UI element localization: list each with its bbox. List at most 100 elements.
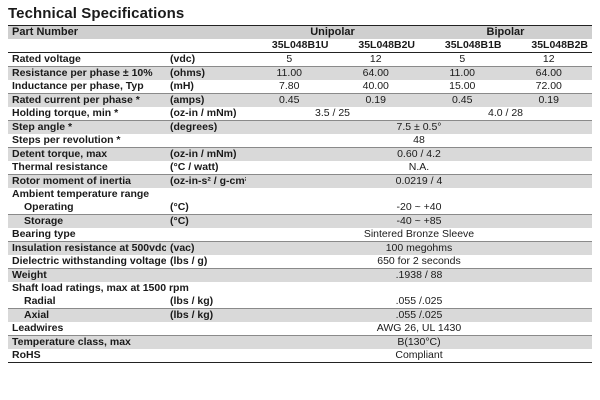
row-label: Ambient temperature range	[12, 188, 150, 200]
cell-value-unipolar: 3.5 / 25	[246, 107, 419, 121]
cell-value: -40 ~ +85	[246, 214, 592, 228]
row-ambient-temp: Ambient temperature range	[8, 188, 592, 201]
model-header: 35L048B2U	[332, 39, 419, 53]
page-title: Technical Specifications	[8, 5, 185, 22]
cell-value: .055 /.025	[246, 308, 592, 322]
cell-value: 0.45	[419, 93, 506, 107]
row-label: Dielectric withstanding voltage	[8, 255, 166, 269]
cell-value: 12	[332, 52, 419, 67]
row-rated-current: Rated current per phase * (amps) 0.45 0.…	[8, 93, 592, 107]
cell-value: 64.00	[505, 66, 592, 80]
part-number-header: Part Number	[8, 25, 166, 39]
row-insulation: Insulation resistance at 500vdc (vac) 10…	[8, 241, 592, 255]
row-label: Resistance per phase ± 10%	[8, 66, 166, 80]
model-header: 35L048B1B	[419, 39, 506, 53]
cell-value: 650 for 2 seconds	[246, 255, 592, 269]
row-leadwires: Leadwires AWG 26, UL 1430	[8, 322, 592, 336]
row-label: Temperature class, max	[8, 335, 166, 349]
row-rated-voltage: Rated voltage (vdc) 5 12 5 12	[8, 52, 592, 67]
row-temp-class: Temperature class, max B(130°C)	[8, 335, 592, 349]
cell-value: 7.80	[246, 80, 333, 94]
row-label: Steps per revolution *	[8, 134, 166, 148]
row-holding-torque: Holding torque, min * (oz-in / mNm) 3.5 …	[8, 107, 592, 121]
cell-value: N.A.	[246, 161, 592, 175]
row-unit: (vdc)	[166, 52, 246, 67]
cell-value: 72.00	[505, 80, 592, 94]
row-steps-per-rev: Steps per revolution * 48	[8, 134, 592, 148]
cell-value: AWG 26, UL 1430	[246, 322, 592, 336]
cell-value: 7.5 ± 0.5°	[246, 120, 592, 134]
row-unit	[166, 228, 246, 242]
row-label: Leadwires	[8, 322, 166, 336]
cell-value: 0.19	[505, 93, 592, 107]
row-label: Insulation resistance at 500vdc	[8, 241, 166, 255]
cell-value: 0.19	[332, 93, 419, 107]
row-unit	[166, 335, 246, 349]
row-label: Weight	[8, 268, 166, 282]
row-dielectric: Dielectric withstanding voltage (lbs / g…	[8, 255, 592, 269]
cell-value: 0.60 / 4.2	[246, 147, 592, 161]
row-unit: (°C)	[166, 214, 246, 228]
row-label: Storage	[8, 214, 166, 228]
cell-value: 11.00	[246, 66, 333, 80]
row-thermal-resistance: Thermal resistance (°C / watt) N.A.	[8, 161, 592, 175]
row-unit: (°C)	[166, 201, 246, 215]
row-label: Detent torque, max	[8, 147, 166, 161]
row-unit	[166, 268, 246, 282]
cell-value: 5	[419, 52, 506, 67]
row-unit: (mH)	[166, 80, 246, 94]
row-bearing: Bearing type Sintered Bronze Sleeve	[8, 228, 592, 242]
row-weight: Weight .1938 / 88	[8, 268, 592, 282]
row-unit: (lbs / kg)	[166, 308, 246, 322]
row-operating: Operating (°C) -20 ~ +40	[8, 201, 592, 215]
cell-value: 15.00	[419, 80, 506, 94]
row-label: Shaft load ratings, max at 1500 rpm	[12, 282, 189, 294]
row-resistance: Resistance per phase ± 10% (ohms) 11.00 …	[8, 66, 592, 80]
row-inductance: Inductance per phase, Typ (mH) 7.80 40.0…	[8, 80, 592, 94]
row-label: Step angle *	[8, 120, 166, 134]
cell-value-bipolar: 4.0 / 28	[419, 107, 592, 121]
cell-value: B(130°C)	[246, 335, 592, 349]
row-label: Axial	[8, 308, 166, 322]
row-rohs: RoHS Compliant	[8, 349, 592, 363]
row-label: Bearing type	[8, 228, 166, 242]
model-header: 35L048B2B	[505, 39, 592, 53]
row-unit: (oz-in-s² / g-cm²)	[166, 174, 246, 188]
row-radial: Radial (lbs / kg) .055 /.025	[8, 295, 592, 309]
spec-table: Part Number Unipolar Bipolar 35L048B1U 3…	[8, 25, 592, 363]
row-unit: (amps)	[166, 93, 246, 107]
row-unit: (lbs / kg)	[166, 295, 246, 309]
cell-value: 0.45	[246, 93, 333, 107]
row-unit: (degrees)	[166, 120, 246, 134]
cell-value: Sintered Bronze Sleeve	[246, 228, 592, 242]
header-row-type: Part Number Unipolar Bipolar	[8, 25, 592, 39]
row-unit	[166, 349, 246, 363]
row-label: Radial	[8, 295, 166, 309]
row-unit: (oz-in / mNm)	[166, 107, 246, 121]
model-header: 35L048B1U	[246, 39, 333, 53]
row-unit: (vac)	[166, 241, 246, 255]
cell-value: Compliant	[246, 349, 592, 363]
bipolar-header: Bipolar	[419, 25, 592, 39]
row-label: Operating	[8, 201, 166, 215]
cell-value: 40.00	[332, 80, 419, 94]
row-unit: (ohms)	[166, 66, 246, 80]
row-label: Thermal resistance	[8, 161, 166, 175]
row-shaft-load: Shaft load ratings, max at 1500 rpm	[8, 282, 592, 295]
row-unit: (lbs / g)	[166, 255, 246, 269]
row-label: Holding torque, min *	[8, 107, 166, 121]
row-storage: Storage (°C) -40 ~ +85	[8, 214, 592, 228]
cell-value: .1938 / 88	[246, 268, 592, 282]
cell-value: 100 megohms	[246, 241, 592, 255]
cell-value: 5	[246, 52, 333, 67]
row-label: Rotor moment of inertia	[8, 174, 166, 188]
cell-value: 48	[246, 134, 592, 148]
cell-value: 12	[505, 52, 592, 67]
row-rotor-inertia: Rotor moment of inertia (oz-in-s² / g-cm…	[8, 174, 592, 188]
unipolar-header: Unipolar	[246, 25, 419, 39]
row-unit: (°C / watt)	[166, 161, 246, 175]
row-label: Rated current per phase *	[8, 93, 166, 107]
cell-value: 64.00	[332, 66, 419, 80]
row-label: RoHS	[8, 349, 166, 363]
